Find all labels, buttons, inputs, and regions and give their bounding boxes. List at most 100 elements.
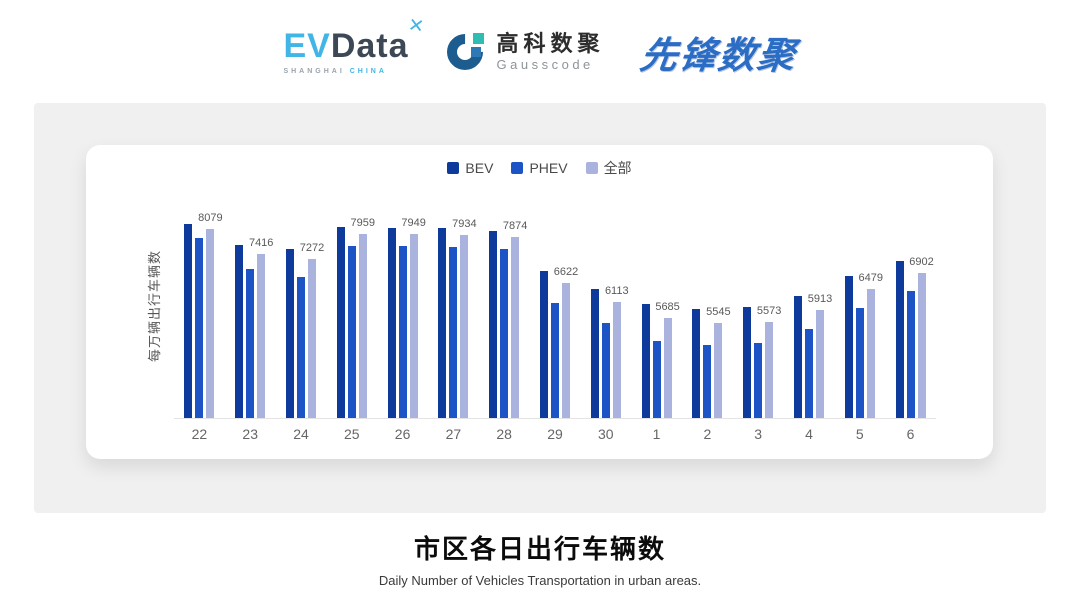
x-axis-labels: 22 23 24 25 26 27 28 29 30 1 2 3 4 5 6	[174, 426, 936, 442]
legend-swatch-icon	[511, 162, 524, 174]
x-tick-3: 3	[754, 426, 763, 442]
bar-BEV-26[interactable]	[387, 228, 396, 418]
evdata-ev-text: EV	[283, 27, 331, 65]
bar-value-label: 8079	[198, 212, 223, 224]
bar-BEV-6[interactable]	[895, 261, 904, 418]
bar-group-25: 7959	[326, 195, 377, 418]
bar-value-label: 7949	[401, 217, 426, 229]
bar-PHEV-5[interactable]	[855, 308, 864, 418]
bar-PHEV-25[interactable]	[347, 246, 356, 418]
bar-PHEV-23[interactable]	[246, 269, 255, 418]
gausscode-cn-text: 高科数聚	[496, 30, 605, 56]
chart-card: BEV PHEV 全部 每万辆出行车辆数 8079 7416 7272 7959 7949 7…	[86, 145, 993, 459]
bar-group-24: 7272	[276, 195, 327, 418]
bar-value-label: 7272	[299, 242, 325, 254]
bar-value-label: 7416	[248, 237, 274, 249]
bar-全部-28[interactable]	[511, 237, 520, 418]
caption-block: 市区各日出行车辆数 Daily Number of Vehicles Trans…	[0, 529, 1080, 588]
bar-group-22: 8079	[174, 195, 225, 418]
bar-PHEV-4[interactable]	[804, 329, 813, 418]
bar-group-29: 6622	[530, 195, 581, 418]
xianfeng-logo: 先锋数聚	[637, 35, 799, 76]
legend-item-全部[interactable]: 全部	[585, 158, 632, 178]
bar-PHEV-6[interactable]	[906, 291, 915, 418]
evdata-tagline: SHANGHAI CHINA	[283, 68, 408, 75]
bar-PHEV-3[interactable]	[754, 343, 763, 418]
bar-value-label: 6113	[604, 285, 629, 297]
x-tick-24: 24	[293, 426, 309, 442]
bar-BEV-25[interactable]	[336, 227, 345, 418]
legend-swatch-icon	[447, 162, 460, 174]
bar-value-label: 7959	[350, 217, 376, 229]
bar-BEV-28[interactable]	[489, 231, 498, 418]
bar-value-label: 5685	[655, 301, 680, 313]
bar-BEV-29[interactable]	[539, 271, 548, 418]
bar-BEV-4[interactable]	[793, 296, 802, 418]
bar-BEV-23[interactable]	[235, 245, 244, 418]
bar-PHEV-26[interactable]	[398, 246, 407, 418]
bar-全部-27[interactable]	[460, 235, 469, 418]
bar-全部-23[interactable]	[257, 254, 266, 418]
bar-group-27: 7934	[428, 195, 479, 418]
gausscode-wordmark: 高科数聚 Gausscode	[496, 30, 605, 72]
bar-group-6: 6902	[885, 195, 936, 418]
x-tick-28: 28	[496, 426, 512, 442]
bar-group-28: 7874	[479, 195, 530, 418]
bar-全部-30[interactable]	[612, 302, 621, 418]
bar-全部-26[interactable]	[409, 234, 418, 418]
bar-PHEV-27[interactable]	[449, 247, 458, 418]
bar-PHEV-28[interactable]	[500, 249, 509, 418]
bar-PHEV-30[interactable]	[601, 323, 610, 418]
bar-BEV-22[interactable]	[184, 224, 193, 418]
bar-全部-29[interactable]	[561, 283, 570, 418]
evdata-china-text: CHINA	[349, 68, 387, 75]
bar-group-23: 7416	[225, 195, 276, 418]
bar-全部-4[interactable]	[815, 310, 824, 418]
gausscode-g-icon	[439, 26, 490, 78]
chart-panel: BEV PHEV 全部 每万辆出行车辆数 8079 7416 7272 7959 7949 7…	[34, 103, 1046, 513]
bar-BEV-3[interactable]	[743, 307, 752, 418]
evdata-data-text: Data	[330, 27, 409, 65]
bar-BEV-30[interactable]	[590, 289, 599, 418]
bar-group-4: 5913	[784, 195, 835, 418]
bar-value-label: 6622	[553, 266, 579, 278]
y-axis-title: 每万辆出行车辆数	[147, 250, 162, 363]
bar-BEV-27[interactable]	[438, 228, 447, 418]
bar-group-1: 5685	[631, 195, 682, 418]
bar-BEV-24[interactable]	[285, 249, 294, 418]
bar-PHEV-1[interactable]	[652, 341, 661, 418]
bar-group-3: 5573	[733, 195, 784, 418]
bar-BEV-2[interactable]	[692, 309, 701, 418]
evdata-x-icon: ✕	[406, 14, 426, 39]
gausscode-en-text: Gausscode	[496, 56, 594, 72]
bar-全部-24[interactable]	[307, 259, 316, 418]
gausscode-logo: 高科数聚 Gausscode	[439, 26, 605, 78]
bar-全部-2[interactable]	[714, 323, 723, 418]
legend-swatch-icon	[585, 162, 598, 174]
x-tick-26: 26	[394, 426, 411, 442]
bar-全部-6[interactable]	[917, 273, 926, 418]
bar-全部-22[interactable]	[206, 229, 215, 418]
chart-legend: BEV PHEV 全部	[86, 158, 993, 178]
bar-PHEV-2[interactable]	[703, 345, 712, 418]
bar-value-label: 5573	[756, 305, 782, 317]
bar-value-label: 6479	[858, 272, 883, 284]
bar-group-26: 7949	[377, 195, 428, 418]
bar-PHEV-29[interactable]	[550, 303, 559, 418]
x-tick-6: 6	[906, 426, 915, 442]
legend-item-PHEV[interactable]: PHEV	[511, 160, 568, 176]
bar-全部-25[interactable]	[358, 234, 367, 418]
bar-group-5: 6479	[834, 195, 885, 418]
bar-PHEV-24[interactable]	[296, 277, 305, 418]
bar-BEV-1[interactable]	[641, 304, 650, 418]
legend-item-BEV[interactable]: BEV	[447, 160, 493, 176]
legend-label: PHEV	[529, 160, 568, 176]
bar-全部-1[interactable]	[663, 318, 672, 418]
x-tick-1: 1	[652, 426, 661, 442]
bar-PHEV-22[interactable]	[195, 238, 204, 418]
bar-全部-3[interactable]	[765, 322, 774, 418]
x-tick-4: 4	[805, 426, 813, 442]
bar-BEV-5[interactable]	[844, 276, 853, 418]
bar-全部-5[interactable]	[866, 289, 875, 418]
bar-value-label: 7934	[452, 218, 477, 230]
